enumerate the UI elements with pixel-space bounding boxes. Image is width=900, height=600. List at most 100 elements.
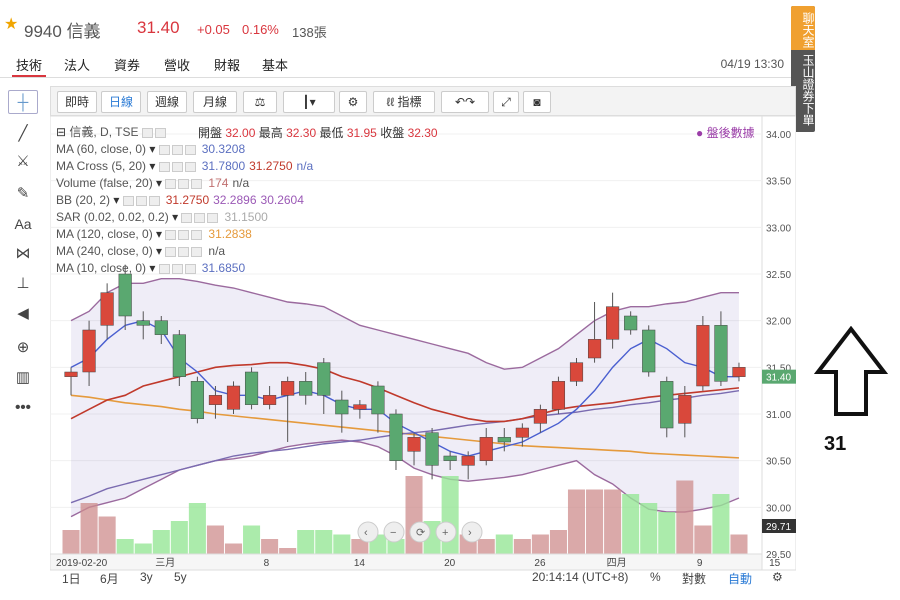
y-tick-label: 31.50: [766, 363, 791, 374]
log-scale-button[interactable]: 對數: [682, 572, 707, 586]
volume-bar: [405, 476, 423, 566]
candle-body: [407, 437, 421, 452]
volume-bar: [640, 503, 658, 566]
zoom-control-glyph: ⟳: [416, 527, 425, 539]
interval-weekly-button[interactable]: 週線: [147, 91, 187, 113]
stock-change-pct: 0.16%: [242, 22, 279, 37]
chat-room-label[interactable]: 聊天室: [791, 6, 815, 50]
trend-line-icon[interactable]: ╱: [18, 125, 28, 142]
candle-body: [714, 325, 728, 382]
auto-scale-button[interactable]: 自動: [728, 572, 753, 586]
volume-bar: [441, 476, 459, 566]
crosshair-icon[interactable]: ┼: [8, 90, 38, 114]
quote-header: ★ 9940 信義 31.40 +0.05 0.16% 138張: [0, 0, 780, 52]
zoom-control-icon: [435, 521, 457, 543]
candle-body: [533, 409, 547, 424]
current-price-label: 31.40: [766, 373, 791, 384]
candle-body: [587, 339, 602, 359]
candle-body: [515, 427, 529, 438]
range-1d-button[interactable]: 1日: [62, 572, 81, 586]
candle-body: [443, 455, 457, 461]
volume-bar: [604, 489, 622, 566]
brush-icon[interactable]: ✎: [16, 185, 30, 202]
x-tick-label: 三月: [155, 557, 175, 569]
more-icon[interactable]: •••: [15, 399, 31, 416]
tab-technical[interactable]: 技術: [12, 55, 47, 77]
zoom-icon[interactable]: ⊕: [16, 339, 30, 356]
candle-body: [100, 292, 114, 326]
undo-redo-icon[interactable]: ↶↷: [441, 91, 489, 113]
candle-body: [226, 385, 241, 410]
current-price-tag: [762, 369, 796, 384]
price-axis: [761, 115, 797, 571]
chart-canvas[interactable]: 34.00 33.50 33.00 32.50 32.00 31.50 31.00 30.50…: [49, 115, 835, 594]
range-3y-button[interactable]: 3y: [140, 570, 153, 584]
tab-margin[interactable]: 資券: [114, 58, 141, 73]
zoom-control-icon: [461, 521, 483, 543]
range-5y-button[interactable]: 5y: [174, 570, 187, 584]
tab-financials[interactable]: 財報: [214, 58, 241, 73]
star-icon[interactable]: ★: [4, 16, 19, 33]
chart-clock: 20:14:14 (UTC+8): [532, 570, 629, 584]
text-tool-icon[interactable]: Aa: [14, 216, 32, 232]
camera-icon[interactable]: ◙: [523, 91, 551, 113]
y-tick-label: 32.00: [766, 317, 791, 328]
ruler-icon[interactable]: ▥: [15, 369, 31, 386]
legend-indicator-row[interactable]: SAR (0.02, 0.02, 0.2) ▾ 31.1500: [56, 210, 268, 224]
candle-body: [82, 329, 96, 373]
candle-body: [353, 404, 367, 410]
settings-icon[interactable]: ⚙: [339, 91, 367, 113]
measure-tool-icon[interactable]: ⊥: [16, 275, 30, 292]
zoom-control-glyph: +: [442, 527, 448, 539]
range-6m-button[interactable]: 6月: [100, 572, 119, 586]
after-hours-data[interactable]: ● 盤後數據: [696, 126, 755, 140]
percent-scale-button[interactable]: %: [650, 570, 661, 584]
candle-body: [136, 320, 150, 326]
legend-indicator-row[interactable]: MA Cross (5, 20) ▾ 31.7800 31.2750 n/a: [56, 159, 314, 173]
legend-indicator-row[interactable]: Volume (false, 20) ▾ 174 n/a: [56, 176, 250, 190]
legend-indicator-row[interactable]: BB (20, 2) ▾ 31.2750 32.2896 30.2604: [56, 193, 304, 207]
time-axis: [49, 553, 763, 571]
legend-indicator-row[interactable]: MA (120, close, 0) ▾ 31.2838: [56, 227, 252, 241]
legend-indicator-row[interactable]: MA (240, close, 0) ▾ n/a: [56, 244, 226, 258]
tab-institutional[interactable]: 法人: [64, 58, 91, 73]
zoom-control-glyph: −: [390, 527, 396, 539]
settings-small-icon[interactable]: ⚙: [772, 570, 783, 584]
candle-body: [660, 381, 674, 429]
candle-body: [154, 320, 168, 335]
tab-basic[interactable]: 基本: [262, 58, 289, 73]
tab-bar: 技術 法人 資券 營收 財報 基本 04/19 13:30: [0, 52, 792, 78]
candle-type-icon[interactable]: ┃▾: [283, 91, 335, 113]
candle-body: [208, 395, 223, 405]
pattern-tool-icon[interactable]: ⋈: [15, 245, 31, 262]
interval-realtime-button[interactable]: 即時: [57, 91, 97, 113]
indicators-button[interactable]: ℓℓ 指標: [373, 91, 435, 113]
interval-daily-button[interactable]: 日線: [101, 91, 141, 113]
compare-scale-icon[interactable]: ⚖: [243, 91, 277, 113]
tab-revenue[interactable]: 營收: [164, 58, 191, 73]
volume-tag-label: 29.71: [766, 522, 791, 533]
candle-body: [335, 399, 349, 415]
market-datetime: 04/19 13:30: [720, 57, 784, 71]
candle-body: [624, 315, 638, 331]
x-tick-label: 2019-02-20: [56, 558, 108, 569]
candle-body: [317, 362, 331, 396]
fib-tool-icon[interactable]: ⚔: [16, 153, 30, 170]
x-tick-label: 20: [444, 558, 456, 569]
legend-indicator-row[interactable]: MA (60, close, 0) ▾ 30.3208: [56, 142, 246, 156]
y-tick-label: 33.50: [766, 177, 791, 188]
broker-order-label[interactable]: 玉山證券下單: [801, 54, 815, 126]
legend-indicator-row[interactable]: MA (10, close, 0) ▾ 31.6850: [56, 261, 246, 275]
y-tick-label: 29.50: [766, 550, 791, 561]
candle-body: [172, 334, 186, 377]
candle-body: [281, 381, 295, 396]
volume-bar: [567, 489, 586, 566]
price-chart[interactable]: 34.00 33.50 33.00 32.50 32.00 31.50 31.00 30.50…: [49, 115, 835, 594]
candle-body: [569, 362, 584, 382]
candle-body: [64, 371, 78, 377]
fullscreen-icon[interactable]: ⤢: [493, 91, 519, 113]
back-arrow-icon[interactable]: ◀: [17, 305, 29, 322]
interval-monthly-button[interactable]: 月線: [193, 91, 237, 113]
candle-body: [461, 455, 475, 466]
x-tick-label: 14: [354, 558, 366, 569]
